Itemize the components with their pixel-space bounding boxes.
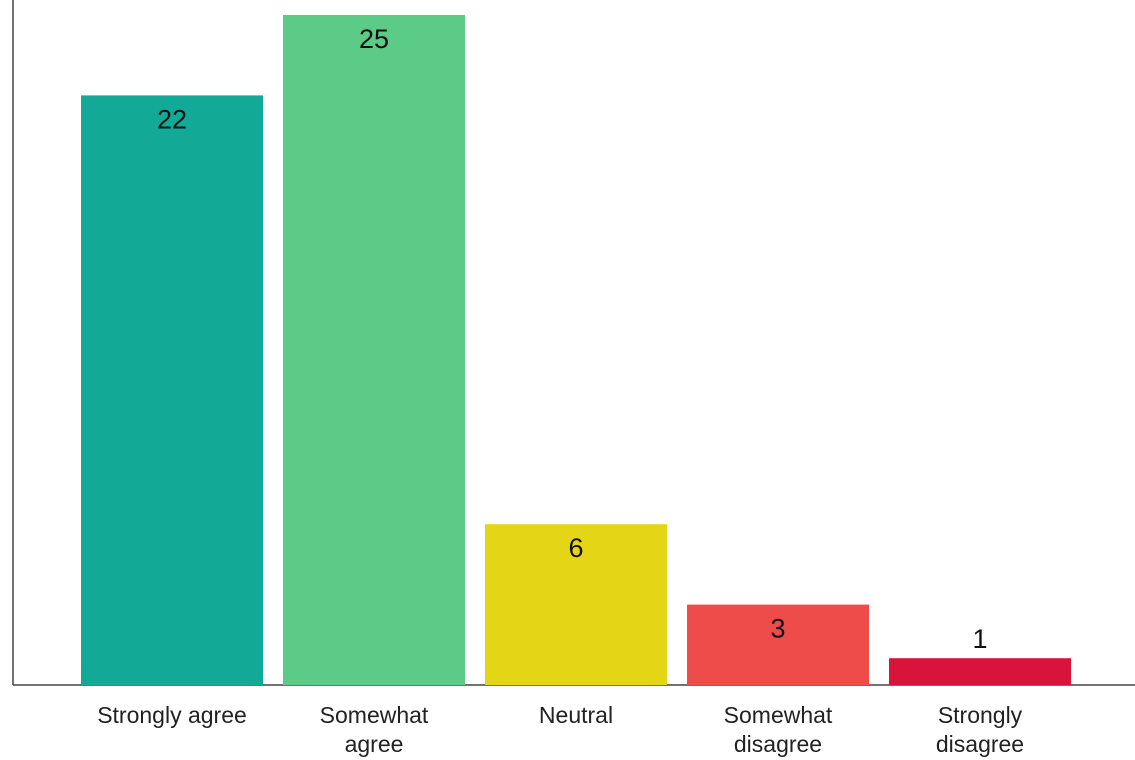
category-label-0: Strongly agree [97, 702, 247, 728]
category-label-line: Strongly agree [97, 702, 247, 728]
bar-value-label-4: 1 [972, 624, 987, 654]
category-label-line: agree [345, 731, 404, 757]
category-label-line: Somewhat [724, 702, 833, 728]
category-label-line: Neutral [539, 702, 613, 728]
bars-layer [81, 15, 1071, 685]
category-label-4: Strongly disagree [936, 702, 1024, 757]
bar-0 [81, 95, 263, 685]
category-label-2: Neutral [539, 702, 613, 728]
bar-2 [485, 524, 667, 685]
category-label-line: Strongly [938, 702, 1023, 728]
category-label-line: disagree [734, 731, 822, 757]
bar-value-label-0: 22 [157, 104, 187, 134]
bar-value-label-3: 3 [770, 614, 785, 644]
bar-1 [283, 15, 465, 685]
bar-value-label-1: 25 [359, 24, 389, 54]
category-labels-layer: Strongly agree Somewhat agree Neutral Somewh… [97, 702, 1024, 757]
value-labels-layer: 22 25 6 3 1 [157, 24, 988, 654]
bar-3 [687, 604, 869, 685]
bar-value-label-2: 6 [568, 533, 583, 563]
bar-4 [889, 658, 1071, 685]
category-label-1: Somewhat agree [320, 702, 429, 757]
category-label-3: Somewhat disagree [724, 702, 833, 757]
category-label-line: disagree [936, 731, 1024, 757]
category-label-line: Somewhat [320, 702, 429, 728]
